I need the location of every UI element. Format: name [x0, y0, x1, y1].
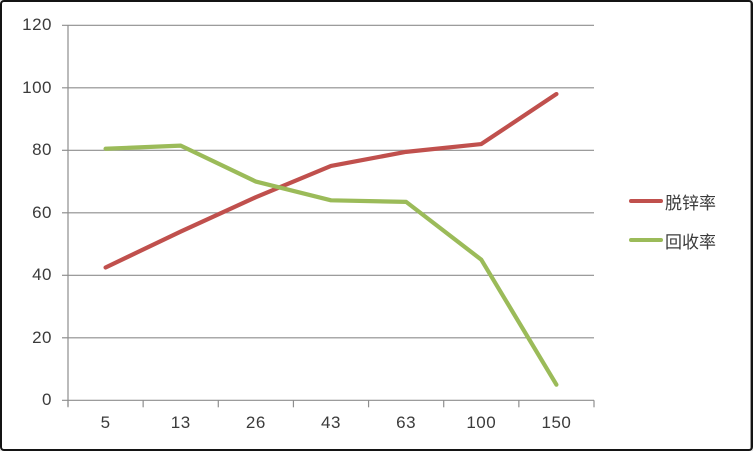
- x-tick-label: 5: [100, 413, 111, 432]
- y-tick-label: 20: [32, 327, 52, 347]
- y-tick-label: 120: [22, 15, 52, 35]
- y-tick-label: 0: [42, 390, 52, 410]
- x-tick-label: 63: [396, 413, 417, 432]
- x-tick-label: 100: [466, 413, 497, 432]
- x-tick-label: 43: [321, 413, 341, 432]
- y-tick-label: 80: [32, 140, 52, 160]
- y-tick-label: 100: [22, 77, 52, 97]
- legend-swatch-line: [629, 238, 663, 242]
- legend-item: 脱锌率: [629, 188, 716, 214]
- x-tick-label: 13: [170, 413, 191, 432]
- x-tick-label: 26: [245, 413, 266, 432]
- legend-item: 回收率: [629, 227, 716, 253]
- legend-label: 脱锌率: [665, 193, 716, 213]
- series-line-0: [103, 91, 559, 270]
- y-tick-label: 60: [32, 202, 52, 222]
- legend: 脱锌率 回收率: [629, 188, 716, 253]
- legend-swatch-line: [629, 199, 663, 203]
- y-tick-label: 40: [32, 265, 52, 285]
- x-tick-label: 150: [541, 413, 572, 432]
- series-line-1: [103, 143, 559, 387]
- legend-label: 回收率: [665, 232, 716, 252]
